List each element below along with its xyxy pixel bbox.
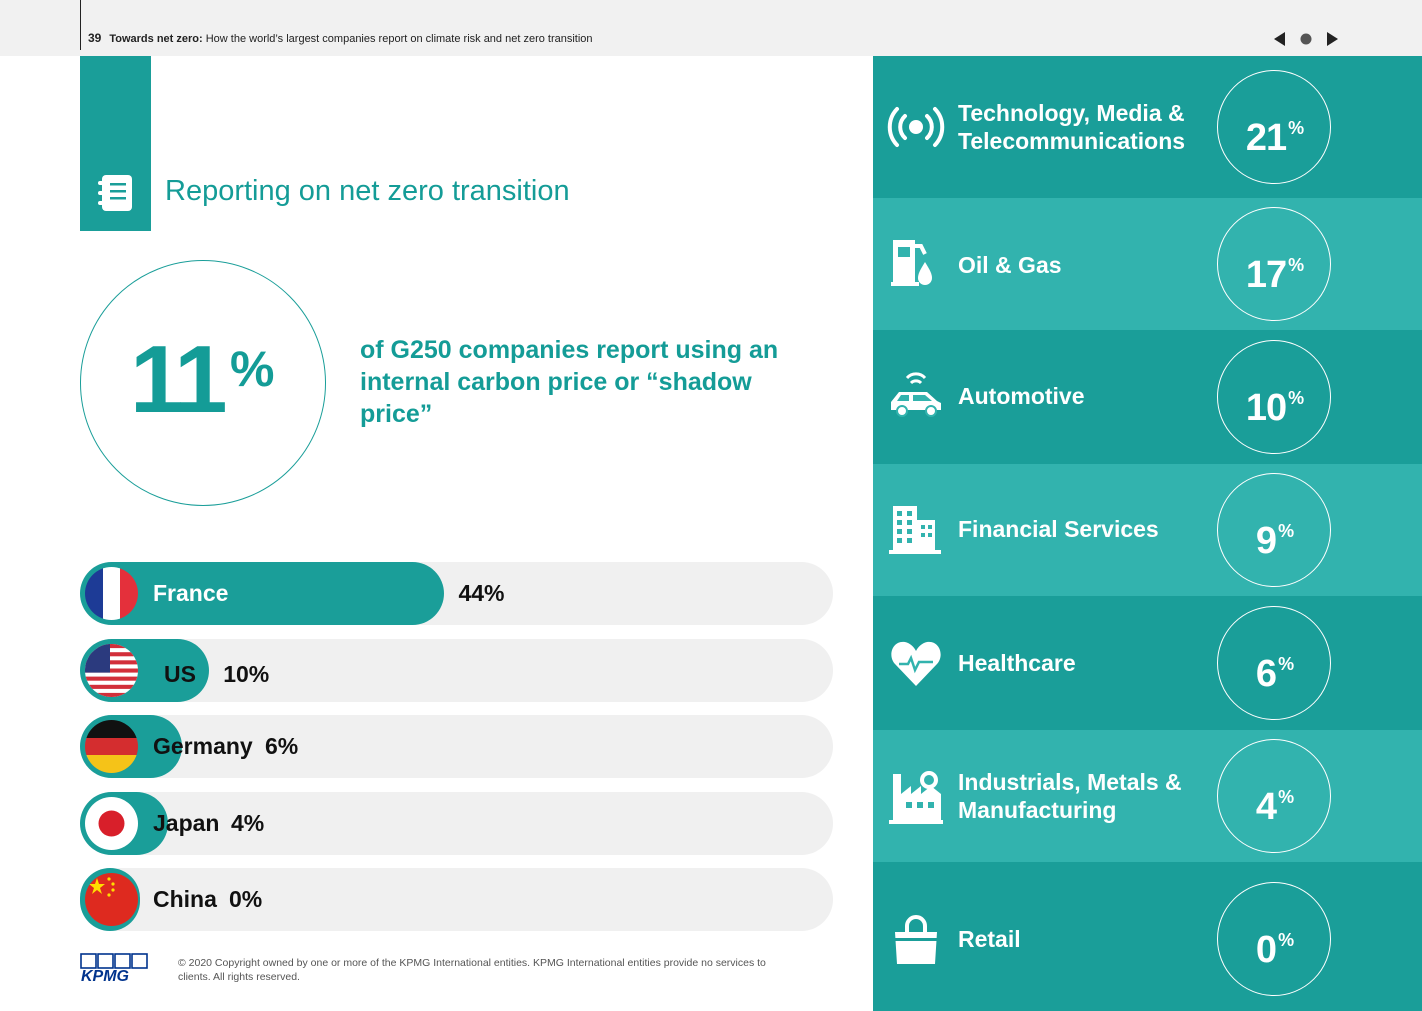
connected-car-icon (891, 372, 941, 417)
page-number: 39 (88, 31, 102, 45)
copyright-text: © 2020 Copyright owned by one or more of… (178, 957, 766, 983)
sector-circle: 6% (1217, 606, 1331, 720)
bar-track (80, 715, 833, 778)
header-text: 39 Towards net zero: How the world’s larg… (88, 31, 593, 45)
country-name: Germany (153, 733, 253, 759)
country-bar-japan: Japan 4% (80, 792, 833, 855)
header-title-rest: How the world’s largest companies report… (202, 33, 593, 45)
sector-row-retail: Retail 0% (873, 862, 1422, 1011)
france-flag-icon (85, 567, 138, 620)
sector-panel: Technology, Media & Telecommunications 2… (873, 56, 1422, 1011)
kpmg-logo: KPMG (80, 953, 148, 983)
sector-label: Financial Services (958, 516, 1159, 542)
stat-circle (80, 260, 326, 506)
sector-row-tmt: Technology, Media & Telecommunications 2… (873, 56, 1422, 198)
sector-value: 9% (1255, 520, 1295, 562)
country-bar-germany: Germany 6% (80, 715, 833, 778)
header-divider (80, 0, 81, 50)
country-value: 10% (223, 661, 270, 687)
sector-circle: 17% (1217, 207, 1331, 321)
sector-value: 4% (1255, 786, 1295, 828)
sector-label: Industrials, Metals & Manufacturing (958, 769, 1182, 823)
bar-track (80, 792, 833, 855)
header-title-bold: Towards net zero: (109, 33, 203, 45)
stat-value: 11 (130, 326, 228, 433)
country-value: 6% (265, 733, 299, 759)
broadcast-icon (887, 107, 945, 147)
sector-label: Oil & Gas (958, 252, 1062, 278)
next-page-icon[interactable] (1322, 29, 1342, 49)
sector-circle: 0% (1217, 882, 1331, 996)
stat-unit: % (230, 341, 275, 397)
section-title: Reporting on net zero transition (165, 175, 570, 207)
sector-value: 0% (1255, 929, 1295, 971)
notebook-icon (98, 175, 132, 211)
sector-value: 6% (1255, 653, 1295, 695)
sector-value: 21% (1245, 117, 1305, 159)
china-flag-icon (85, 873, 138, 926)
oil-pump-icon (891, 240, 932, 286)
japan-flag-icon (85, 797, 138, 850)
sector-circle: 10% (1217, 340, 1331, 454)
page-navigation (1270, 29, 1342, 49)
sector-label: Technology, Media & Telecommunications (958, 100, 1186, 154)
previous-page-icon[interactable] (1270, 29, 1290, 49)
sector-row-financial: Financial Services 9% (873, 464, 1422, 596)
home-dot-icon[interactable] (1296, 29, 1316, 49)
country-name: China (153, 886, 217, 912)
kpmg-logo-text: KPMG (81, 968, 129, 983)
germany-flag-icon (85, 720, 138, 773)
bar-track (80, 868, 833, 931)
country-bar-us: US 10% (80, 639, 833, 702)
sector-label: Healthcare (958, 650, 1076, 676)
sector-row-automotive: Automotive 10% (873, 330, 1422, 464)
country-name: US (164, 661, 196, 687)
country-bar-china: China 0% (80, 868, 833, 931)
factory-gear-icon (889, 771, 943, 824)
sector-value: 17% (1245, 254, 1305, 296)
sector-label: Automotive (958, 383, 1085, 409)
country-name: Japan (153, 810, 220, 836)
sector-circle: 9% (1217, 473, 1331, 587)
sector-circle: 4% (1217, 739, 1331, 853)
country-value: 44% (458, 580, 505, 606)
country-bar-france: France 44% (80, 562, 833, 625)
sector-row-industrials: Industrials, Metals & Manufacturing 4% (873, 730, 1422, 862)
us-flag-icon (85, 644, 138, 697)
sector-value: 10% (1245, 387, 1305, 429)
heart-pulse-icon (891, 641, 941, 686)
country-value: 4% (231, 810, 265, 836)
country-value: 0% (229, 886, 263, 912)
bar-fill (80, 562, 445, 625)
shopping-bag-icon (895, 915, 937, 964)
page-header: 39 Towards net zero: How the world’s larg… (0, 0, 1422, 56)
sector-row-oil-gas: Oil & Gas 17% (873, 198, 1422, 330)
office-building-icon (889, 506, 941, 554)
sector-row-healthcare: Healthcare 6% (873, 596, 1422, 730)
sector-label: Retail (958, 926, 1021, 952)
country-name: France (153, 580, 229, 606)
stat-description: of G250 companies report using an intern… (360, 336, 779, 428)
sector-circle: 21% (1217, 70, 1331, 184)
